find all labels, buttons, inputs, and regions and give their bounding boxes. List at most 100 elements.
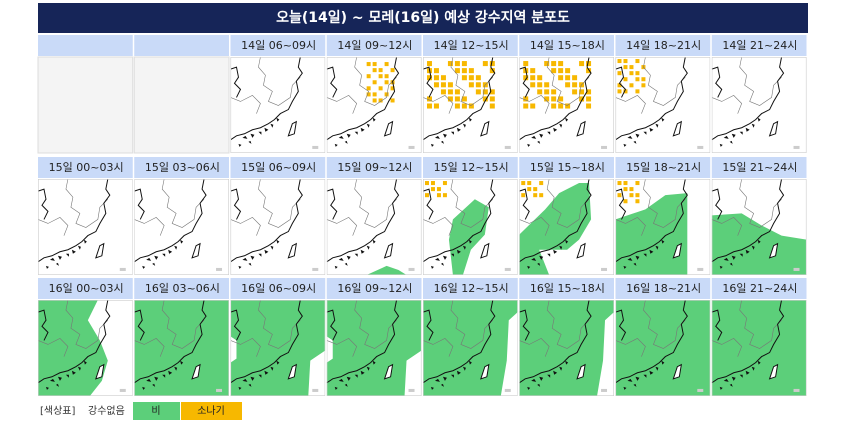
shower-area (461, 96, 467, 102)
shower-area (461, 103, 467, 109)
shower-area (475, 75, 481, 81)
shower-area (461, 61, 467, 67)
map-border (615, 300, 711, 396)
map-border (711, 57, 807, 153)
map-panel (519, 300, 614, 396)
shower-area (544, 82, 550, 88)
shower-area (430, 187, 435, 192)
rain-area (615, 193, 688, 275)
shower-area (537, 75, 543, 81)
shower-area (565, 75, 571, 81)
shower-area (586, 89, 592, 95)
shower-area (521, 193, 526, 198)
map-panel (615, 179, 711, 275)
header-cell (519, 35, 614, 56)
shower-area (447, 96, 453, 102)
shower-area (572, 89, 578, 95)
map-border (230, 300, 326, 396)
time-label: 14일 21~24시 (722, 38, 797, 52)
shower-area (539, 181, 544, 186)
shower-area (521, 181, 526, 186)
legend-label: [색상표] (40, 405, 76, 417)
shower-area (635, 59, 640, 64)
shower-area (629, 193, 634, 198)
shower-area (390, 68, 395, 73)
shower-area (426, 103, 432, 109)
shower-area (558, 96, 564, 102)
shower-area (440, 82, 446, 88)
map-panel (230, 300, 326, 396)
shower-area (475, 89, 481, 95)
shower-area (558, 75, 564, 81)
shower-area (544, 61, 550, 67)
shower-area (366, 62, 371, 67)
shower-area (424, 193, 429, 198)
header-cell (711, 35, 807, 56)
shower-area (489, 61, 495, 67)
shower-area (454, 103, 460, 109)
shower-area (629, 65, 634, 70)
map-panel (423, 300, 518, 396)
header-cell (423, 157, 518, 178)
shower-area (433, 103, 439, 109)
time-label: 14일 12~15시 (434, 38, 509, 52)
rain-area (448, 199, 489, 275)
shower-area (384, 92, 389, 97)
shower-area (558, 103, 564, 109)
shower-area (629, 83, 634, 88)
shower-area (579, 96, 585, 102)
header-cell (615, 157, 711, 178)
time-label: 16일 21~24시 (722, 281, 797, 295)
shower-area (641, 83, 646, 88)
shower-area (551, 61, 557, 67)
header-cell (423, 35, 518, 56)
map-panel (38, 179, 133, 275)
time-label: 14일 06~09시 (241, 38, 316, 52)
shower-area (468, 68, 474, 74)
shower-area (378, 98, 383, 103)
shower-area (617, 193, 622, 198)
map-border (519, 179, 614, 275)
map-panel (134, 300, 229, 396)
shower-area (530, 75, 536, 81)
map-panel (326, 300, 422, 396)
shower-area (617, 89, 622, 94)
shower-area (623, 89, 628, 94)
shower-area (551, 89, 557, 95)
header-cell (519, 157, 614, 178)
shower-area (623, 65, 628, 70)
shower-area (579, 89, 585, 95)
header-cell (38, 35, 133, 56)
shower-area (390, 98, 395, 103)
shower-area (436, 193, 441, 198)
shower-area (426, 96, 432, 102)
shower-area (551, 96, 557, 102)
shower-area (447, 61, 453, 67)
shower-area (544, 89, 550, 95)
shower-area (440, 75, 446, 81)
time-label: 15일 06~09시 (241, 160, 316, 174)
shower-area (372, 92, 377, 97)
legend-rain-swatch (133, 402, 180, 420)
shower-area (537, 89, 543, 95)
shower-area (436, 187, 441, 192)
time-label: 16일 09~12시 (337, 281, 412, 295)
shower-area (424, 181, 429, 186)
shower-area (617, 71, 622, 76)
title-bar (38, 3, 808, 33)
shower-area (454, 68, 460, 74)
shower-area (523, 103, 529, 109)
shower-area (482, 89, 488, 95)
shower-area (623, 77, 628, 82)
map-panel (326, 57, 422, 153)
shower-area (623, 187, 628, 192)
shower-area (523, 61, 529, 67)
title: 오늘(14일) ~ 모레(16일) 예상 강수지역 분포도 (276, 9, 570, 26)
shower-area (533, 193, 538, 198)
shower-area (461, 68, 467, 74)
shower-area (539, 193, 544, 198)
shower-area (551, 103, 557, 109)
time-label: 15일 03~06시 (145, 160, 220, 174)
blank-panel (133, 56, 230, 154)
shower-area (544, 96, 550, 102)
